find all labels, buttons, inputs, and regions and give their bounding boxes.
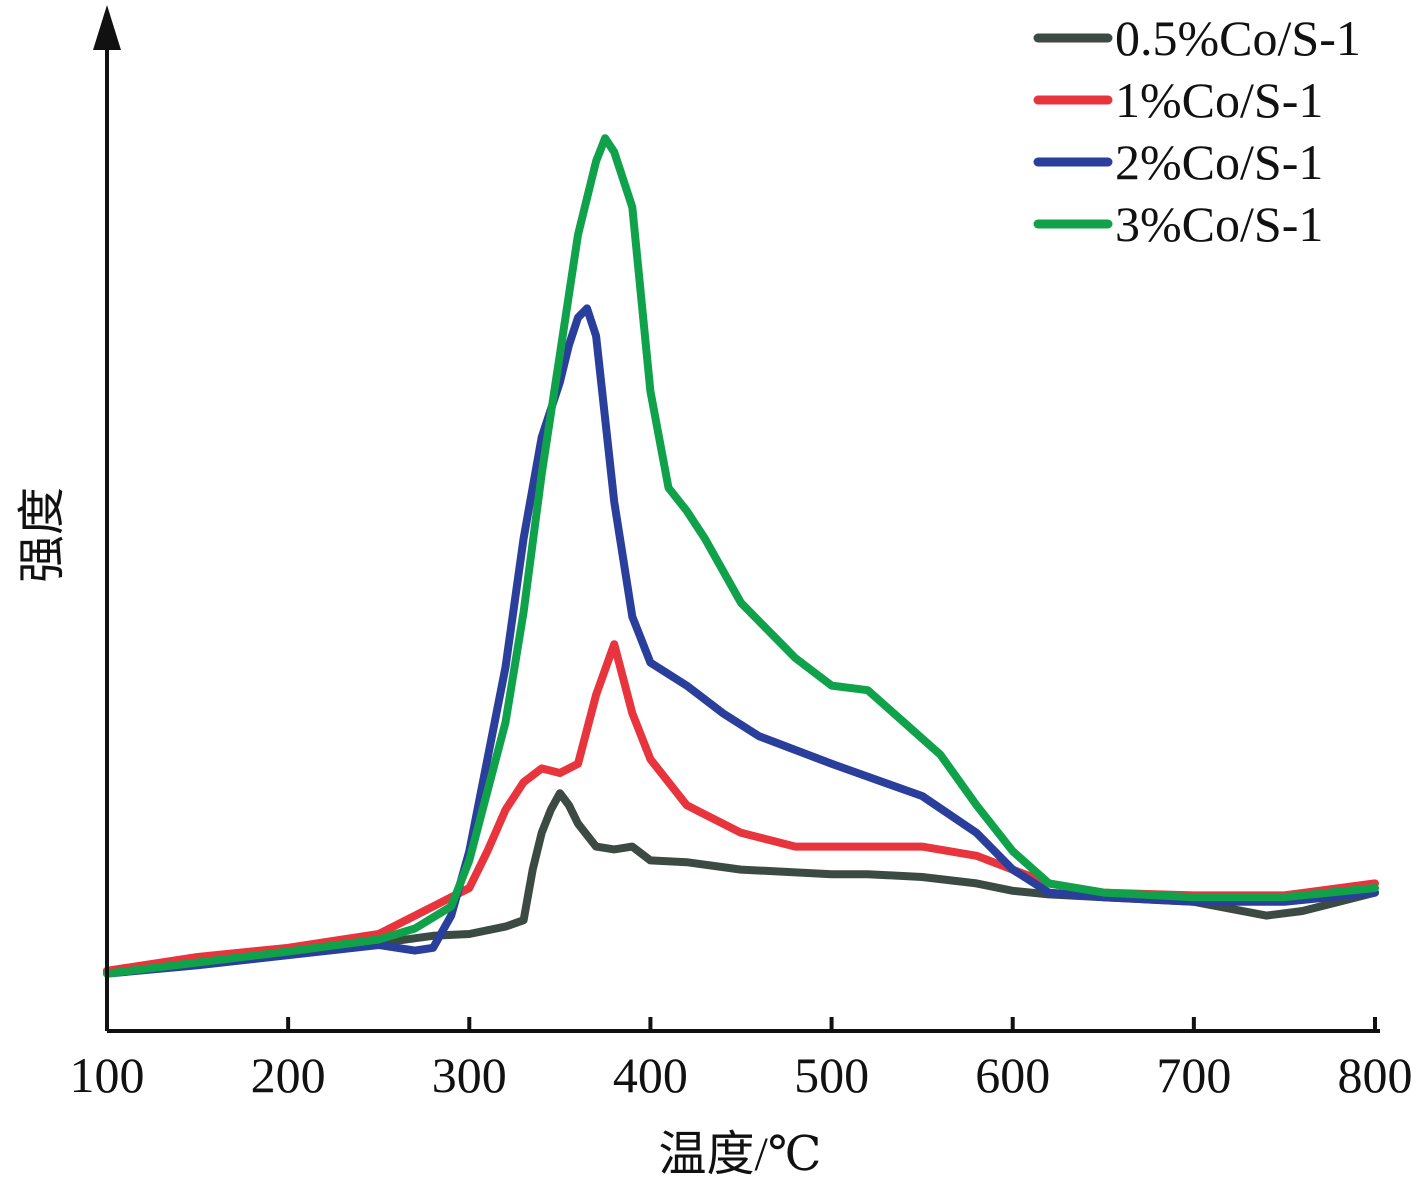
series-line-3 [103,134,1379,978]
series-layer [103,134,1379,978]
axes-layer [93,5,1380,1033]
x-axis-title: 温度/℃ [658,1128,821,1181]
y-axis-arrow [93,5,121,50]
x-tick-label-1: 200 [251,1047,326,1103]
y-axis-title: 强度 [16,487,69,583]
x-tick-label-3: 400 [613,1047,688,1103]
x-tick-label-5: 600 [975,1047,1050,1103]
x-tick-label-2: 300 [432,1047,507,1103]
x-tick-label-0: 100 [70,1047,145,1103]
legend-label-3: 3%Co/S-1 [1115,196,1323,252]
series-line-2 [103,304,1379,978]
x-tick-label-6: 700 [1156,1047,1231,1103]
x-ticks: 100 200 300 400 500 600 700 800 [70,1017,1413,1103]
x-tick-label-4: 500 [794,1047,869,1103]
legend-label-0: 0.5%Co/S-1 [1115,10,1361,66]
series-line-1 [103,640,1379,975]
legend-label-1: 1%Co/S-1 [1115,72,1323,128]
legend-label-2: 2%Co/S-1 [1115,134,1323,190]
legend: 0.5%Co/S-1 1%Co/S-1 2%Co/S-1 3%Co/S-1 [1033,10,1361,252]
x-tick-label-7: 800 [1338,1047,1413,1103]
